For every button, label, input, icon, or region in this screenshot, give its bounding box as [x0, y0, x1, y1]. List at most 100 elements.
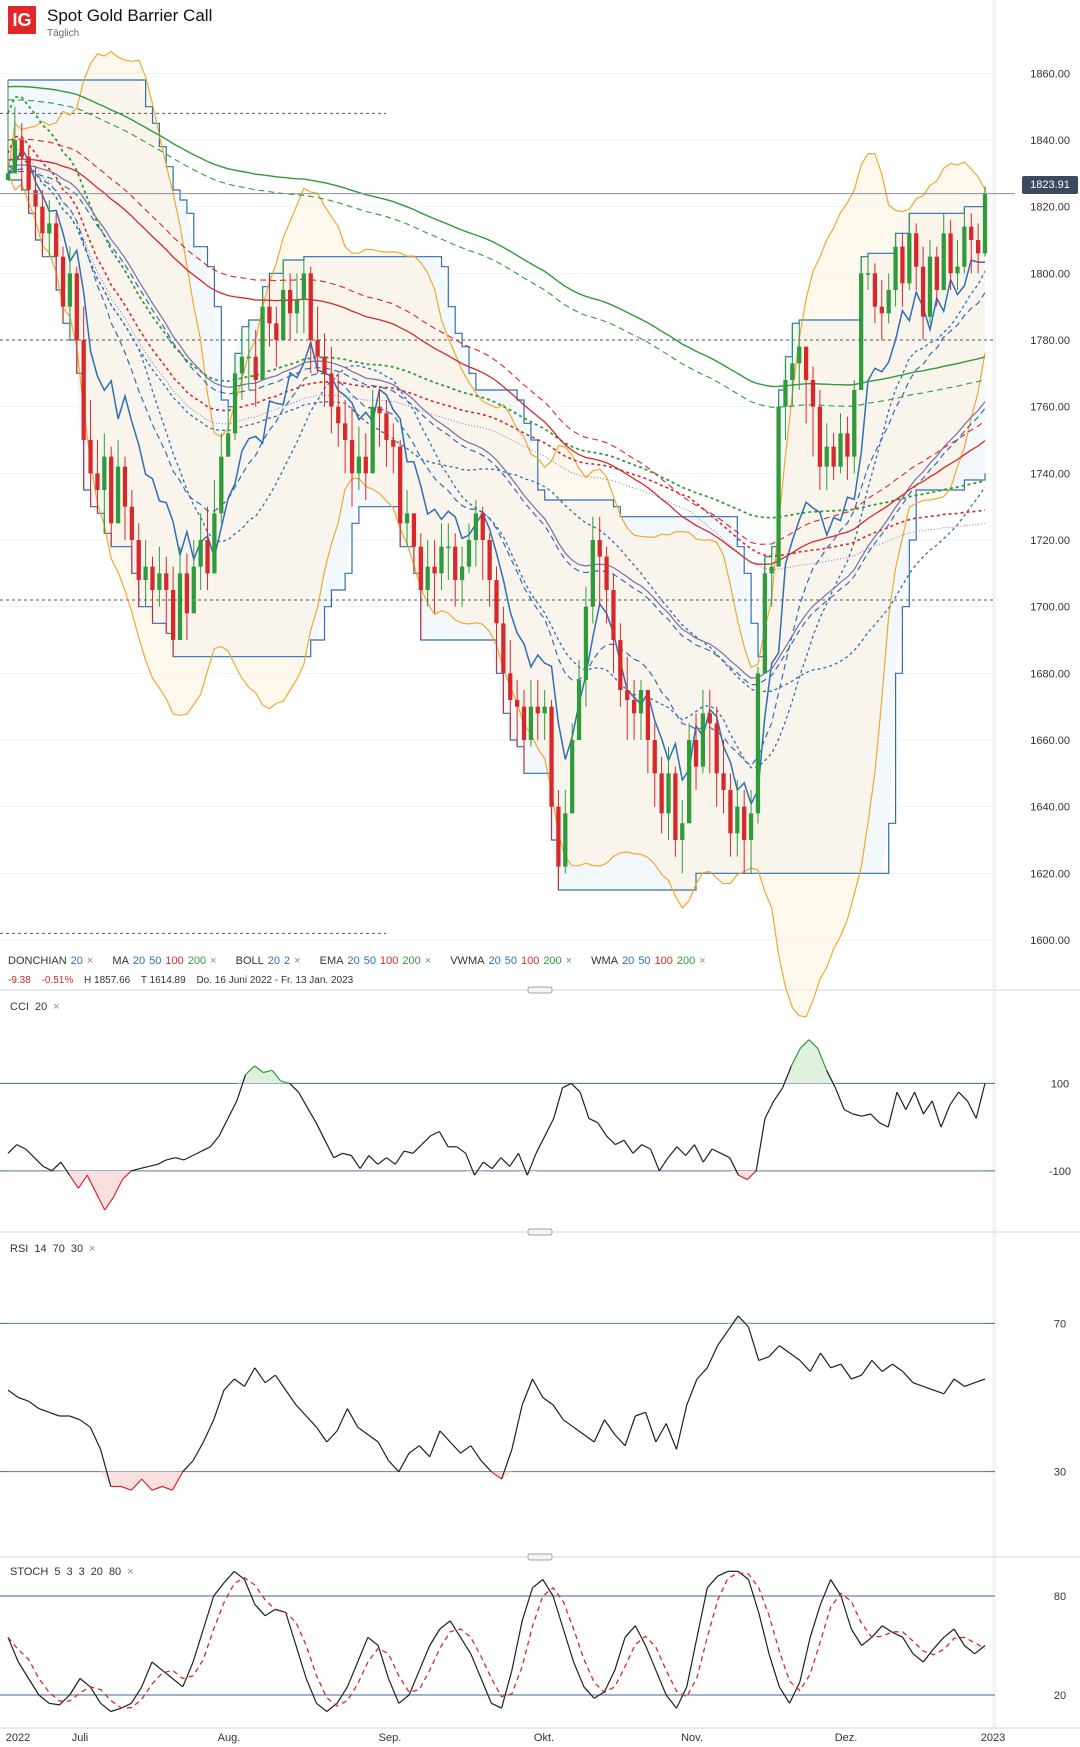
candle-body [721, 773, 726, 790]
candle-body [886, 290, 891, 314]
rsi-label[interactable]: RSI 14 70 30 × [10, 1243, 96, 1255]
candle-body [47, 223, 52, 234]
cci-line-segment [641, 1144, 651, 1150]
legend-donchian[interactable]: DONCHIAN 20 × [8, 955, 94, 967]
stoch-line-segment [305, 1678, 318, 1704]
price-tick-label: 1700.00 [1030, 602, 1070, 614]
candle-body [370, 406, 375, 474]
stoch-line-segment [408, 1670, 420, 1696]
legend-ema[interactable]: EMA 20 50 100 200 × [319, 955, 432, 967]
cci-line-segment [421, 1135, 431, 1146]
candle-body [164, 573, 169, 590]
candle-body [879, 306, 884, 314]
close-icon[interactable]: × [127, 1566, 134, 1578]
price-tick-label: 1800.00 [1030, 268, 1070, 280]
candle-body [487, 540, 492, 580]
stoch-line-segment [521, 1587, 534, 1621]
rsi-line-segment [491, 1471, 502, 1480]
price-tick-label: 1780.00 [1030, 335, 1070, 347]
cci-line-segment [834, 1087, 845, 1110]
cci-line-segment [597, 1122, 607, 1137]
cci-line-segment [430, 1130, 440, 1137]
stoch-line-segment [912, 1653, 924, 1663]
legend-ma[interactable]: MA 20 50 100 200 × [112, 955, 217, 967]
candle-body [673, 773, 678, 840]
current-price-tag: 1823.91 [1022, 176, 1078, 194]
candle-body [418, 546, 423, 590]
candle-body [590, 540, 595, 607]
stoch-line-segment [758, 1612, 770, 1654]
stoch-line-segment [233, 1570, 245, 1580]
legend-boll[interactable]: BOLL 20 2 × [235, 955, 301, 967]
cci-line-segment [412, 1144, 423, 1154]
legend-vwma[interactable]: VWMA 20 50 100 200 × [450, 955, 573, 967]
panel-resize-handle [527, 1228, 553, 1236]
rsi-line-segment [223, 1378, 235, 1391]
close-icon[interactable]: × [210, 955, 217, 967]
rsi-line-segment [789, 1352, 801, 1361]
cci-line-segment [693, 1144, 704, 1163]
price-change-pct: -0.51% [41, 975, 74, 986]
candle-body [12, 140, 18, 174]
rsi-line-segment [645, 1412, 657, 1443]
candle-body [33, 190, 38, 207]
candle-body [907, 233, 912, 284]
candle-body [920, 266, 926, 317]
rsi-line-segment [933, 1389, 945, 1395]
interval-label[interactable]: Täglich [47, 28, 80, 39]
bollinger-band-fill [8, 51, 985, 1017]
close-icon[interactable]: × [86, 955, 94, 967]
candle-body [631, 700, 637, 714]
close-icon[interactable]: × [89, 1243, 96, 1255]
cci-line-segment [729, 1157, 740, 1176]
stoch-line-segment [573, 1661, 585, 1688]
cci-oversold-fill [8, 1170, 985, 1211]
stoch-line-segment [439, 1620, 451, 1630]
close-icon[interactable]: × [53, 1001, 60, 1013]
legend-wma[interactable]: WMA 20 50 100 200 × [591, 955, 706, 967]
stoch-line-segment [501, 1670, 513, 1709]
stoch-line-segment [819, 1579, 832, 1605]
ma200-line [7, 96, 986, 519]
candle-body [88, 440, 93, 474]
price-tick-label: 1820.00 [1030, 202, 1070, 214]
rsi-line-segment [295, 1404, 307, 1417]
cci-line-segment [7, 1144, 18, 1154]
candle-body [115, 466, 121, 524]
ma20-line [7, 156, 986, 769]
rsi-line-segment [727, 1315, 739, 1332]
close-icon[interactable]: × [565, 955, 573, 967]
close-icon[interactable]: × [424, 955, 432, 967]
rsi-line-segment [130, 1478, 143, 1491]
ema100-line [7, 138, 986, 545]
price-stats: -9.38 -0.51% H 1857.66 T 1614.89 Do. 16 … [8, 975, 361, 986]
rsi-line-segment [79, 1419, 91, 1428]
stoch-line-segment [830, 1579, 842, 1597]
stoch-line-segment [357, 1637, 369, 1663]
price-tick-label: 1720.00 [1030, 535, 1070, 547]
cci-line-segment [817, 1048, 828, 1071]
donchian-upper-line [8, 79, 986, 658]
stoch-line-segment [429, 1628, 441, 1646]
rsi-line-segment [851, 1374, 862, 1380]
candle-body [294, 300, 300, 314]
rsi-line-segment [840, 1363, 852, 1380]
stoch-label[interactable]: STOCH 5 3 3 20 80 × [10, 1566, 134, 1578]
cci-line-segment [755, 1118, 766, 1171]
stoch-line-segment [943, 1628, 955, 1638]
rsi-line-segment [346, 1408, 359, 1428]
stoch-line-segment [7, 1637, 19, 1663]
stoch-line-segment [141, 1661, 153, 1688]
cci-line-segment [254, 1065, 264, 1073]
close-icon[interactable]: × [699, 955, 706, 967]
candle-body [872, 273, 878, 307]
instrument-title[interactable]: Spot Gold Barrier Call [47, 6, 213, 25]
rsi-line-segment [809, 1352, 822, 1372]
candle-body [439, 546, 444, 574]
cci-label[interactable]: CCI 20 × [10, 1001, 60, 1013]
cci-line-segment [879, 1122, 889, 1128]
close-icon[interactable]: × [294, 955, 301, 967]
cci-line-segment [711, 1148, 722, 1154]
rsi-line-segment [511, 1404, 523, 1450]
stoch-line-segment [583, 1686, 595, 1699]
